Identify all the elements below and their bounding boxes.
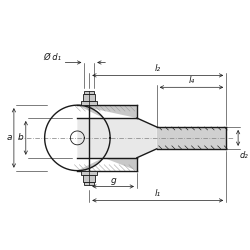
Text: l₂: l₂ xyxy=(155,64,161,74)
Polygon shape xyxy=(78,118,157,158)
Bar xyxy=(81,171,97,174)
Bar xyxy=(83,94,95,101)
Polygon shape xyxy=(157,127,226,149)
Bar xyxy=(83,174,95,182)
Text: g: g xyxy=(110,176,116,184)
Polygon shape xyxy=(78,105,137,118)
Bar xyxy=(81,101,97,105)
Text: b: b xyxy=(18,134,24,142)
Polygon shape xyxy=(78,158,137,171)
Text: d₂: d₂ xyxy=(240,151,249,160)
Text: a: a xyxy=(6,134,12,142)
Text: Ø d₁: Ø d₁ xyxy=(44,52,62,62)
Text: l₁: l₁ xyxy=(155,190,161,198)
Text: l₄: l₄ xyxy=(188,76,194,85)
Bar xyxy=(84,91,94,94)
Bar xyxy=(84,182,94,184)
